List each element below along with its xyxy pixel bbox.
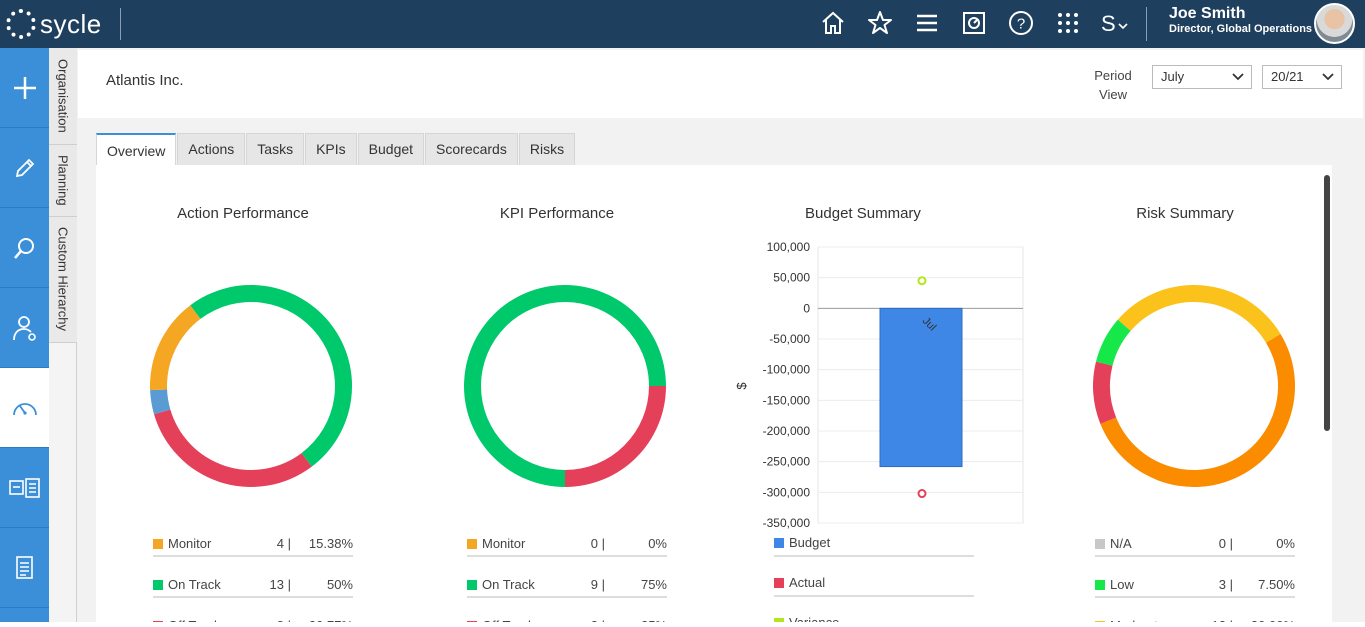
month-select[interactable]: July <box>1152 65 1252 89</box>
variance-point[interactable] <box>917 276 927 286</box>
chevron-down-icon <box>1322 73 1334 81</box>
action-performance-title: Action Performance <box>177 205 309 222</box>
legend-row: Low 3 | 7.50% <box>1095 576 1295 598</box>
apps-grid-icon[interactable] <box>1053 8 1083 38</box>
legend-swatch <box>467 580 477 590</box>
tab-kpis[interactable]: KPIs <box>305 133 357 165</box>
legend-swatch <box>774 578 784 588</box>
logo-ring-icon <box>6 9 36 39</box>
gauge-icon[interactable] <box>0 368 49 448</box>
tab-risks[interactable]: Risks <box>518 133 576 165</box>
star-icon[interactable] <box>865 8 895 38</box>
budget-bar[interactable] <box>879 307 963 468</box>
legend-row: Budget <box>774 535 974 557</box>
y-tick-label: 0 <box>803 301 810 315</box>
donut-slice-off-track[interactable] <box>154 409 312 487</box>
year-select[interactable]: 20/21 <box>1262 65 1342 89</box>
avatar[interactable] <box>1314 3 1355 44</box>
donut-slice-off-track[interactable] <box>565 386 666 487</box>
divider <box>120 8 121 40</box>
y-tick-label: -300,000 <box>763 485 811 499</box>
y-tick-label: -200,000 <box>763 424 811 438</box>
logo-text: sycle <box>40 8 102 39</box>
menu-icon[interactable] <box>912 8 942 38</box>
tab-bar: Overview Actions Tasks KPIs Budget Score… <box>96 133 576 165</box>
action-performance-donut <box>150 284 353 487</box>
legend-swatch <box>1095 580 1105 590</box>
vtab-planning[interactable]: Planning <box>49 145 77 217</box>
donut-slice-monitor[interactable] <box>150 305 201 391</box>
home-icon[interactable] <box>818 8 848 38</box>
search-icon[interactable] <box>0 208 49 288</box>
risk-summary-title: Risk Summary <box>1136 205 1234 222</box>
y-tick-label: -50,000 <box>769 332 810 346</box>
y-tick-label: -100,000 <box>763 363 811 377</box>
legend-row: On Track 9 | 75% <box>467 576 667 598</box>
donut-slice-on-track[interactable] <box>190 284 353 467</box>
risk-summary-donut <box>1093 285 1295 487</box>
help-icon[interactable]: ? <box>1006 8 1036 38</box>
legend-row: Actual <box>774 575 974 597</box>
donut-slice-moderate[interactable] <box>1117 285 1281 343</box>
chevron-down-icon <box>1232 73 1244 81</box>
sycle-logo[interactable]: sycle <box>6 6 102 42</box>
donut-slice-very-high[interactable] <box>1093 361 1117 424</box>
vtab-custom-hierarchy[interactable]: Custom Hierarchy <box>49 217 77 343</box>
tab-actions[interactable]: Actions <box>177 133 246 165</box>
left-nav <box>0 48 49 627</box>
add-icon[interactable] <box>0 48 49 128</box>
tab-budget[interactable]: Budget <box>357 133 425 165</box>
budget-summary-title: Budget Summary <box>805 205 921 222</box>
vtab-organisation[interactable]: Organisation <box>49 48 77 145</box>
top-bar: sycle ? S Joe Smith Director, Global Ope… <box>0 0 1365 48</box>
scrollbar[interactable] <box>1324 175 1330 431</box>
company-name: Atlantis Inc. <box>106 72 184 89</box>
tab-overview[interactable]: Overview <box>96 133 177 165</box>
legend-row: N/A 0 | 0% <box>1095 535 1295 557</box>
user-settings-icon[interactable] <box>0 288 49 368</box>
y-tick-label: -150,000 <box>763 393 811 407</box>
legend-row: On Track 13 | 50% <box>153 576 353 598</box>
svg-text:?: ? <box>1017 16 1025 33</box>
bottom-edge <box>0 622 1365 627</box>
budget-summary-chart: 100,000 50,000 0 -50,000 -100,000 -150,000 -20… <box>734 240 1024 530</box>
donut-slice-high[interactable] <box>1100 333 1295 487</box>
period-view-label: Period View <box>1094 68 1132 102</box>
legend-swatch <box>467 539 477 549</box>
sycle-s-icon[interactable]: S <box>1100 8 1130 38</box>
tab-scorecards[interactable]: Scorecards <box>425 133 518 165</box>
kpi-performance-title: KPI Performance <box>499 205 615 222</box>
dashboard-icon[interactable] <box>959 8 989 38</box>
legend-swatch <box>1095 539 1105 549</box>
user-name[interactable]: Joe Smith <box>1169 5 1246 22</box>
kpi-performance-donut <box>464 285 666 487</box>
board-icon[interactable] <box>0 448 49 528</box>
header-panel: Atlantis Inc. Period View July 20/21 <box>78 50 1363 118</box>
actual-point[interactable] <box>917 489 927 499</box>
y-tick-label: 50,000 <box>773 271 810 285</box>
donut-slice-blue[interactable] <box>150 389 171 415</box>
legend-swatch <box>153 580 163 590</box>
user-role: Director, Global Operations <box>1169 23 1313 35</box>
tab-tasks[interactable]: Tasks <box>246 133 305 165</box>
legend-row: Monitor 4 | 15.38% <box>153 535 353 557</box>
donut-slice-low[interactable] <box>1096 319 1131 366</box>
legend-swatch <box>774 538 784 548</box>
document-icon[interactable] <box>0 528 49 608</box>
y-tick-label: -350,000 <box>763 516 811 530</box>
pencil-icon[interactable] <box>0 128 49 208</box>
vertical-tabs: Organisation Planning Custom Hierarchy <box>49 48 77 627</box>
y-axis-label: $ <box>734 382 749 390</box>
svg-text:S: S <box>1101 11 1116 36</box>
divider <box>1146 7 1147 41</box>
legend-swatch <box>153 539 163 549</box>
overview-panel <box>96 165 1332 627</box>
y-tick-label: 100,000 <box>767 240 811 254</box>
y-tick-label: -250,000 <box>763 455 811 469</box>
legend-row: Monitor 0 | 0% <box>467 535 667 557</box>
